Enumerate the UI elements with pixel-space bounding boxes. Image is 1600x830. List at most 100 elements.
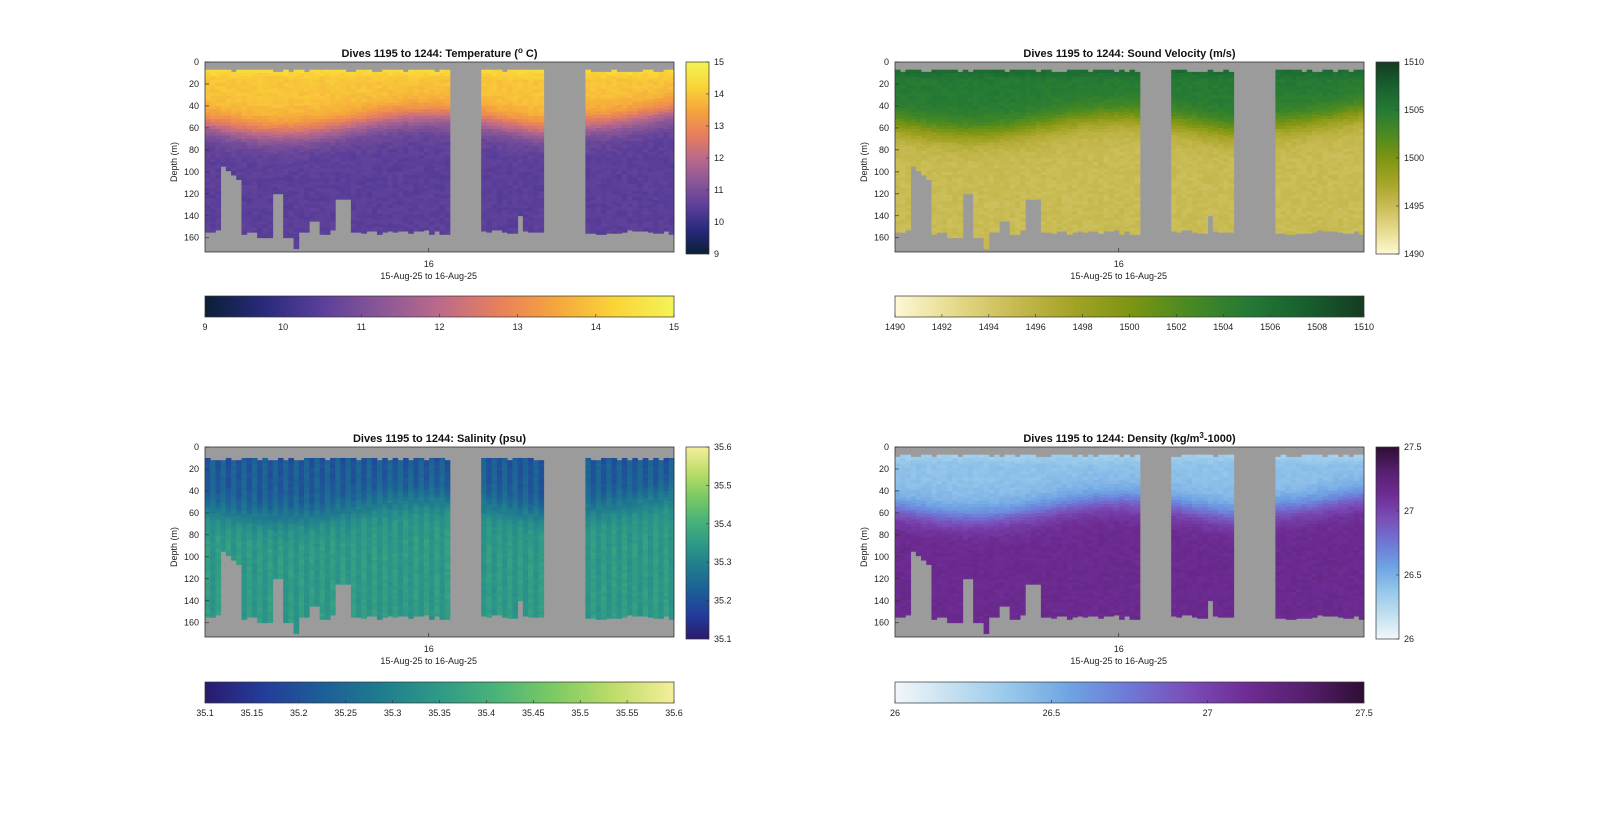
heatmap-cell [298, 125, 305, 130]
heatmap-cell [668, 227, 675, 232]
heatmap-cell [653, 111, 659, 116]
heatmap-cell [502, 108, 508, 112]
heatmap-cell [277, 147, 284, 152]
heatmap-cell [999, 155, 1005, 160]
heatmap-cell [434, 174, 440, 178]
heatmap-cell [988, 201, 995, 206]
heatmap-cell [382, 102, 388, 107]
heatmap-cell [653, 200, 659, 205]
heatmap-cell [366, 105, 373, 110]
heatmap-cell [632, 141, 638, 145]
heatmap-cell [444, 86, 451, 90]
heatmap-cell [236, 122, 242, 127]
heatmap-cell [324, 99, 331, 104]
heatmap-cell [973, 79, 979, 84]
heatmap-cell [512, 178, 519, 183]
heatmap-cell [590, 180, 597, 185]
heatmap-cell [356, 119, 362, 123]
heatmap-cell [590, 157, 597, 162]
heatmap-cell [947, 112, 953, 117]
heatmap-cell [262, 194, 268, 199]
heatmap-cell [429, 112, 435, 117]
heatmap-cell [947, 181, 953, 186]
heatmap-cell [496, 105, 503, 110]
heatmap-cell [387, 204, 393, 209]
heatmap-cell [967, 150, 974, 155]
heatmap-cell [637, 190, 644, 195]
heatmap-cell [1009, 188, 1016, 192]
heatmap-cell [952, 79, 958, 84]
heatmap-cell [345, 157, 352, 162]
heatmap-cell [988, 102, 995, 107]
heatmap-cell [936, 76, 943, 80]
heatmap-cell [1004, 108, 1011, 112]
heatmap-cell [507, 145, 513, 150]
heatmap-cell [590, 81, 597, 86]
heatmap-cell [241, 194, 248, 199]
heatmap-cell [512, 122, 519, 127]
heatmap-cell [314, 79, 321, 84]
heatmap-cell [538, 165, 545, 169]
heatmap-cell [502, 101, 508, 106]
heatmap-cell [952, 99, 958, 104]
heatmap-cell [994, 105, 1000, 110]
heatmap-cell [978, 185, 984, 189]
heatmap-cell [241, 69, 248, 74]
heatmap-cell [1004, 85, 1011, 89]
heatmap-cell [267, 135, 274, 140]
heatmap-cell [1040, 89, 1047, 94]
heatmap-cell [952, 89, 958, 94]
heatmap-cell [210, 128, 216, 133]
heatmap-cell [376, 200, 383, 205]
heatmap-cell [408, 122, 414, 127]
heatmap-cell [1035, 91, 1042, 96]
heatmap-cell [225, 152, 232, 156]
heatmap-cell [595, 190, 602, 195]
heatmap-cell [434, 213, 440, 218]
heatmap-cell [293, 112, 300, 117]
heatmap-cell [491, 175, 498, 179]
heatmap-cell [941, 201, 948, 206]
heatmap-cell [293, 171, 300, 176]
heatmap-cell [350, 164, 357, 168]
heatmap-cell [434, 216, 440, 221]
heatmap-cell [1020, 217, 1026, 222]
heatmap-cell [335, 194, 341, 199]
heatmap-cell [324, 201, 331, 206]
heatmap-cell [931, 112, 938, 117]
heatmap-cell [246, 99, 253, 104]
heatmap-cell [502, 187, 508, 191]
heatmap-cell [491, 102, 498, 107]
heatmap-cell [947, 204, 953, 209]
heatmap-cell [522, 145, 529, 150]
heatmap-cell [288, 144, 294, 149]
heatmap-cell [330, 211, 336, 216]
heatmap-cell [246, 128, 253, 133]
heatmap-cell [1035, 190, 1042, 195]
heatmap-cell [491, 135, 498, 140]
heatmap-cell [512, 152, 519, 156]
heatmap-cell [272, 88, 279, 93]
heatmap-cell [502, 183, 508, 188]
heatmap-cell [967, 160, 974, 165]
heatmap-cell [356, 211, 362, 216]
heatmap-cell [434, 88, 440, 93]
heatmap-cell [392, 224, 399, 229]
heatmap-cell [905, 208, 912, 212]
heatmap-cell [653, 101, 659, 106]
heatmap-cell [236, 145, 242, 150]
heatmap-cell [298, 102, 305, 107]
heatmap-cell [663, 178, 670, 183]
heatmap-cell [668, 76, 675, 80]
heatmap-cell [257, 175, 263, 179]
heatmap-cell [434, 85, 440, 89]
heatmap-cell [439, 115, 446, 120]
heatmap-cell [387, 211, 393, 216]
heatmap-cell [611, 175, 618, 179]
heatmap-cell [590, 134, 597, 139]
heatmap-cell [533, 208, 539, 212]
heatmap-cell [611, 122, 618, 127]
heatmap-cell [601, 170, 607, 175]
heatmap-cell [1014, 89, 1021, 94]
heatmap-cell [952, 109, 958, 113]
